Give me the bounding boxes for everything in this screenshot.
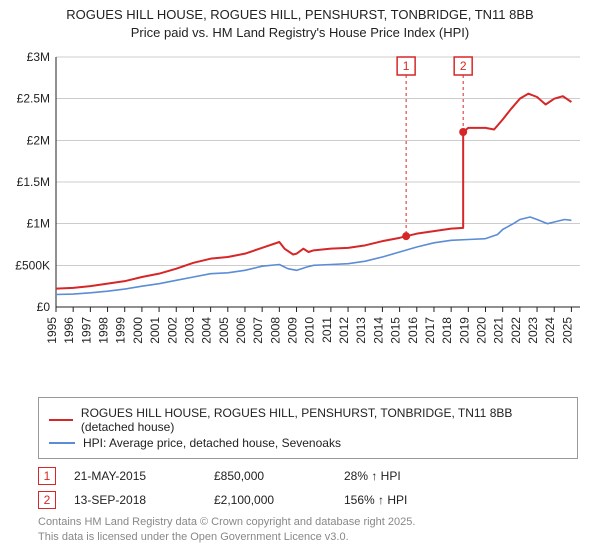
legend-label-1: ROGUES HILL HOUSE, ROGUES HILL, PENSHURS… bbox=[81, 406, 567, 434]
svg-text:2021: 2021 bbox=[492, 317, 506, 344]
svg-text:2008: 2008 bbox=[268, 317, 282, 344]
svg-text:2012: 2012 bbox=[337, 317, 351, 344]
svg-text:1997: 1997 bbox=[79, 317, 93, 344]
svg-text:2001: 2001 bbox=[148, 317, 162, 344]
svg-text:2020: 2020 bbox=[475, 317, 489, 344]
table-row: 1 21-MAY-2015 £850,000 28% ↑ HPI bbox=[38, 467, 578, 485]
title-line-1: ROGUES HILL HOUSE, ROGUES HILL, PENSHURS… bbox=[10, 6, 590, 24]
svg-text:1998: 1998 bbox=[97, 317, 111, 344]
legend-swatch-2 bbox=[49, 442, 75, 444]
svg-text:2009: 2009 bbox=[286, 317, 300, 344]
svg-text:2024: 2024 bbox=[543, 317, 557, 344]
svg-text:2022: 2022 bbox=[509, 317, 523, 344]
svg-text:£1.5M: £1.5M bbox=[17, 175, 50, 189]
svg-text:£1M: £1M bbox=[27, 217, 50, 231]
svg-text:2025: 2025 bbox=[560, 317, 574, 344]
footer-line-1: Contains HM Land Registry data © Crown c… bbox=[38, 515, 584, 530]
svg-text:1999: 1999 bbox=[114, 317, 128, 344]
svg-text:2007: 2007 bbox=[251, 317, 265, 344]
sale-date-1: 21-MAY-2015 bbox=[74, 469, 214, 483]
svg-text:2004: 2004 bbox=[200, 317, 214, 344]
svg-text:2016: 2016 bbox=[406, 317, 420, 344]
svg-text:2002: 2002 bbox=[165, 317, 179, 344]
svg-text:£2.5M: £2.5M bbox=[17, 92, 50, 106]
svg-text:2019: 2019 bbox=[457, 317, 471, 344]
svg-text:2003: 2003 bbox=[182, 317, 196, 344]
chart-title-block: ROGUES HILL HOUSE, ROGUES HILL, PENSHURS… bbox=[10, 6, 590, 41]
line-chart-svg: £0 £500K £1M £1.5M £2M £2.5M £3M 199519961997 19… bbox=[10, 47, 590, 387]
svg-text:2005: 2005 bbox=[217, 317, 231, 344]
svg-text:2018: 2018 bbox=[440, 317, 454, 344]
svg-text:£2M: £2M bbox=[27, 133, 50, 147]
svg-text:1996: 1996 bbox=[62, 317, 76, 344]
svg-text:£3M: £3M bbox=[27, 50, 50, 64]
table-row: 2 13-SEP-2018 £2,100,000 156% ↑ HPI bbox=[38, 491, 578, 509]
legend-swatch-1 bbox=[49, 419, 73, 421]
svg-text:£500K: £500K bbox=[15, 258, 50, 272]
sale-pct-1: 28% ↑ HPI bbox=[344, 469, 474, 483]
svg-text:2015: 2015 bbox=[389, 317, 403, 344]
svg-text:2011: 2011 bbox=[320, 317, 334, 343]
svg-text:2013: 2013 bbox=[354, 317, 368, 344]
svg-text:2023: 2023 bbox=[526, 317, 540, 344]
title-line-2: Price paid vs. HM Land Registry's House … bbox=[10, 24, 590, 42]
svg-text:1995: 1995 bbox=[45, 317, 59, 344]
footer: Contains HM Land Registry data © Crown c… bbox=[38, 515, 584, 545]
legend-row-1: ROGUES HILL HOUSE, ROGUES HILL, PENSHURS… bbox=[49, 406, 567, 434]
svg-text:1: 1 bbox=[403, 59, 410, 73]
legend-row-2: HPI: Average price, detached house, Seve… bbox=[49, 436, 567, 450]
svg-text:2014: 2014 bbox=[371, 317, 385, 344]
sale-date-2: 13-SEP-2018 bbox=[74, 493, 214, 507]
legend: ROGUES HILL HOUSE, ROGUES HILL, PENSHURS… bbox=[38, 397, 578, 459]
svg-text:2000: 2000 bbox=[131, 317, 145, 344]
svg-text:2010: 2010 bbox=[303, 317, 317, 344]
sale-marker-badge-1: 1 bbox=[38, 467, 56, 485]
svg-text:2: 2 bbox=[460, 59, 467, 73]
sale-pct-2: 156% ↑ HPI bbox=[344, 493, 474, 507]
svg-text:2006: 2006 bbox=[234, 317, 248, 344]
chart-area: £0 £500K £1M £1.5M £2M £2.5M £3M 199519961997 19… bbox=[10, 47, 590, 387]
footer-line-2: This data is licensed under the Open Gov… bbox=[38, 530, 584, 545]
sale-price-2: £2,100,000 bbox=[214, 493, 344, 507]
svg-text:£0: £0 bbox=[37, 300, 51, 314]
svg-text:2017: 2017 bbox=[423, 317, 437, 344]
sale-price-1: £850,000 bbox=[214, 469, 344, 483]
sale-marker-badge-2: 2 bbox=[38, 491, 56, 509]
legend-label-2: HPI: Average price, detached house, Seve… bbox=[83, 436, 341, 450]
sales-table: 1 21-MAY-2015 £850,000 28% ↑ HPI 2 13-SE… bbox=[38, 467, 578, 509]
